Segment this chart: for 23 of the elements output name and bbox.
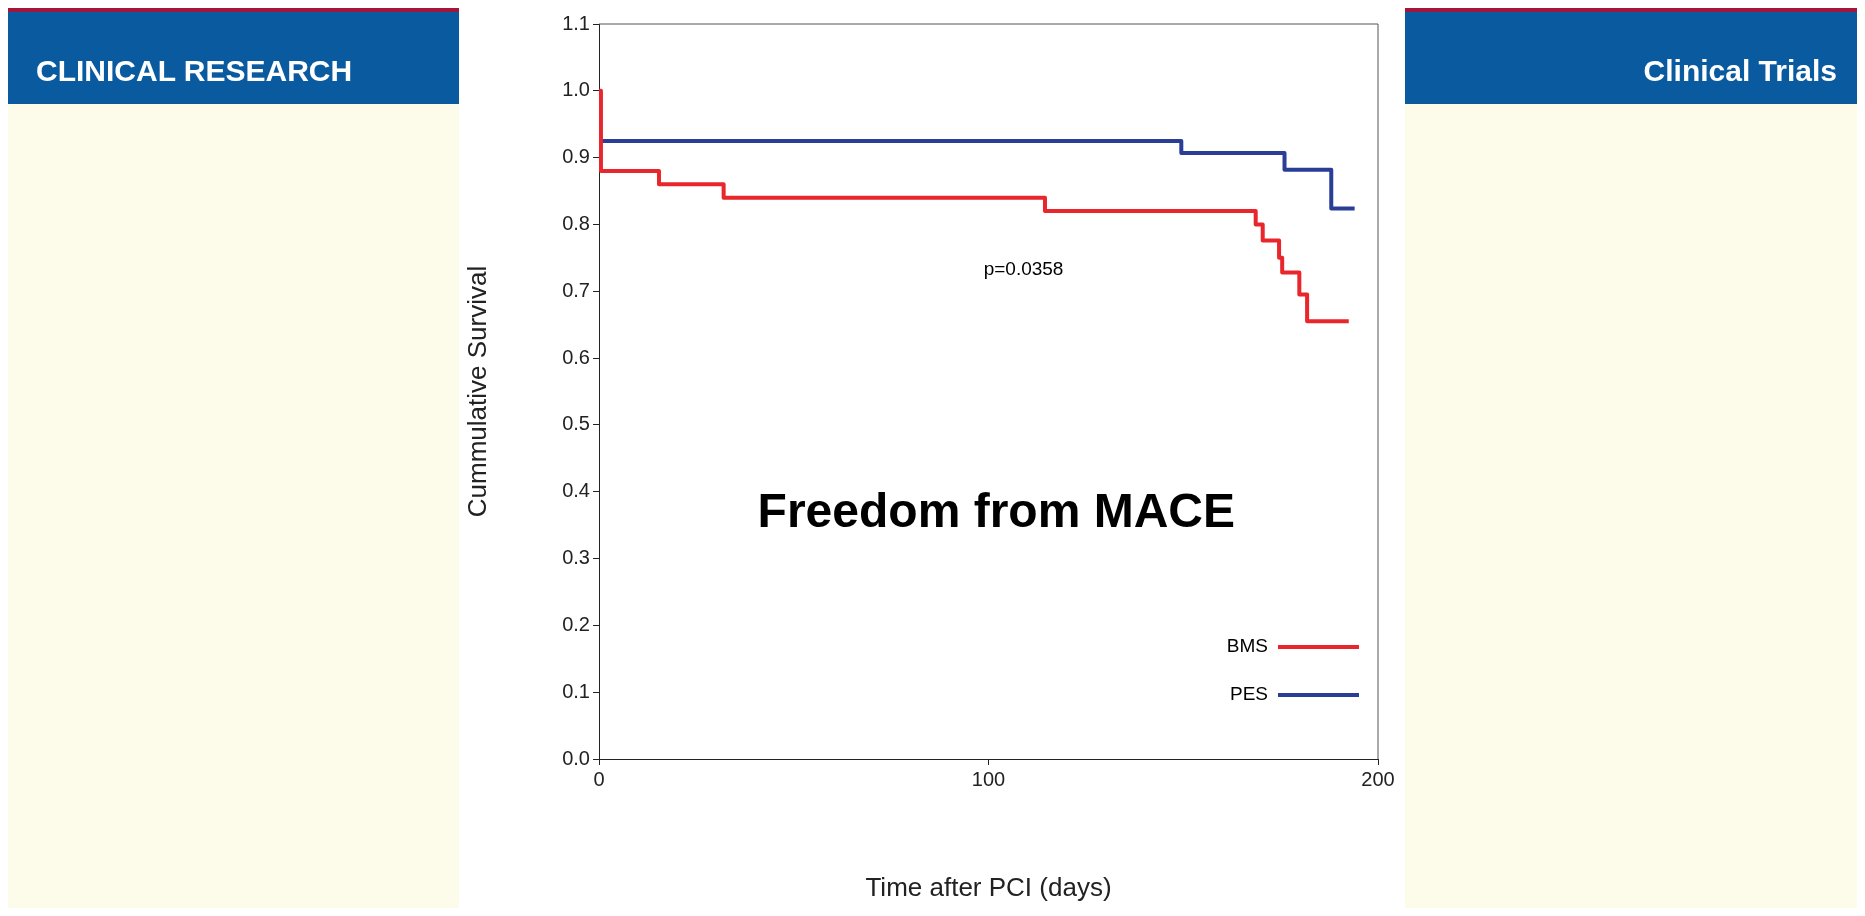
y-tick-label: 0.6 [562,345,590,368]
y-axis-title: Cummulative Survival [461,265,492,518]
legend-label: PES [1229,683,1268,705]
x-tick-label: 0 [593,767,605,790]
x-tick-label: 100 [971,767,1006,790]
x-tick-label: 200 [1361,767,1395,790]
y-tick-label: 0.9 [562,145,590,168]
y-tick-label: 0.4 [562,479,590,502]
y-tick-label: 1.0 [562,78,590,101]
x-axis-title: Time after PCI (days) [865,871,1112,902]
y-tick-label: 0.1 [562,679,590,702]
y-tick-label: 0.5 [562,412,590,435]
legend-label: BMS [1226,635,1268,657]
y-tick-label: 0.8 [562,211,590,234]
y-tick-label: 0.0 [562,746,590,769]
text: Freedom from MACE [757,484,1235,538]
text: CLINICAL RESEARCH [36,54,353,88]
y-tick-label: 0.2 [562,612,590,635]
y-tick-label: 1.1 [562,11,590,34]
y-tick-label: 0.3 [562,546,590,569]
annotation: p=0.0358 [983,258,1064,280]
text: Clinical Trials [1643,54,1837,88]
y-tick-label: 0.7 [562,278,590,301]
